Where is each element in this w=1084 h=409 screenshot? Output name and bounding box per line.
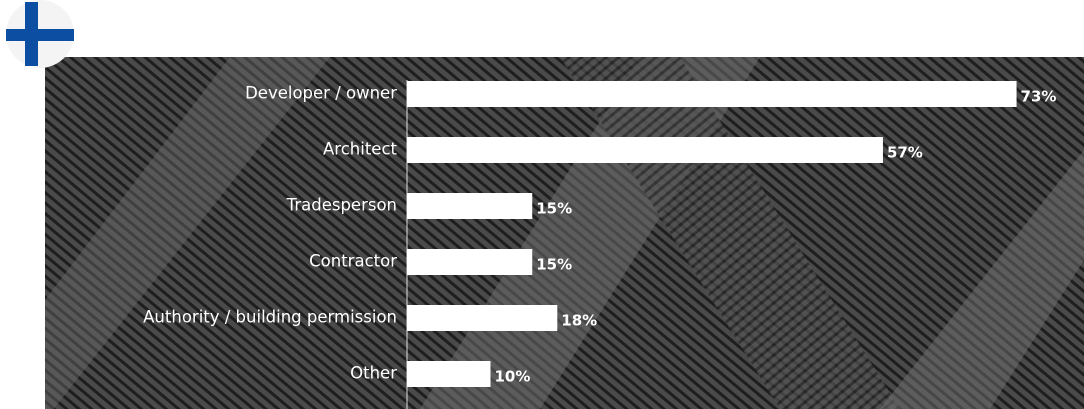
plot: Developer / owner 73% Architect 57% Tradespe…	[143, 81, 1056, 387]
background-beam	[880, 150, 1084, 409]
bar	[407, 137, 883, 163]
bar	[407, 193, 533, 219]
bar	[407, 249, 533, 275]
bar	[407, 361, 491, 387]
category-label: Developer / owner	[245, 84, 397, 103]
category-label: Tradesperson	[286, 196, 397, 215]
value-label: 15%	[536, 256, 572, 274]
bar	[407, 305, 558, 331]
bar	[407, 81, 1017, 107]
flag-icon	[6, 0, 74, 68]
category-label: Architect	[323, 140, 398, 159]
flag-cross	[6, 29, 74, 41]
value-label: 10%	[495, 368, 531, 386]
value-label: 57%	[887, 144, 923, 162]
category-label: Authority / building permission	[143, 308, 397, 327]
category-label: Contractor	[309, 252, 397, 271]
value-label: 15%	[536, 200, 572, 218]
value-label: 18%	[561, 312, 597, 330]
background-beam	[45, 57, 330, 409]
value-label: 73%	[1021, 88, 1057, 106]
category-label: Other	[350, 364, 397, 383]
